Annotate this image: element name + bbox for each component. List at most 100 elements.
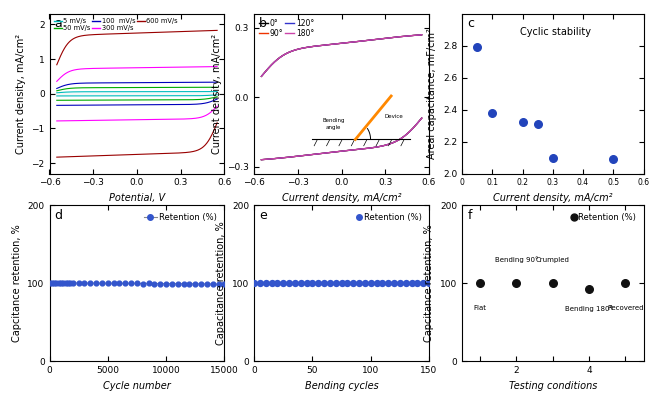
Text: Bending 90°: Bending 90° [495,256,538,263]
Point [383,280,393,286]
Point [548,280,558,286]
Point [511,280,521,286]
Text: Flat: Flat [474,305,486,311]
Point [620,280,630,286]
Point [255,280,265,286]
Point [114,280,125,286]
Point [73,280,84,286]
Point [412,280,422,286]
Text: Recovered: Recovered [607,305,644,311]
Point [178,280,189,287]
Point [196,281,207,287]
Point [202,281,213,287]
X-axis label: Current density, mA/cm²: Current density, mA/cm² [493,193,612,203]
Point [418,280,428,286]
Legend: 0°, 90°, 120°, 180°: 0°, 90°, 120°, 180° [258,18,315,38]
Point [337,280,347,286]
Point [96,280,107,286]
Point [172,280,183,287]
Point [313,280,323,286]
Point [143,280,154,286]
Point [85,280,96,286]
Y-axis label: Current density, mA/cm²: Current density, mA/cm² [16,34,26,154]
Point [155,280,166,287]
Point [487,110,498,116]
Point [44,280,55,286]
Legend: Retention (%): Retention (%) [141,209,220,225]
Point [261,280,271,286]
Y-axis label: Capacitance retention, %: Capacitance retention, % [216,221,226,345]
Point [366,280,376,286]
Point [331,280,341,286]
Legend: Retention (%): Retention (%) [354,209,425,225]
X-axis label: Cycle number: Cycle number [103,381,171,391]
Point [608,156,618,162]
Point [131,280,143,286]
X-axis label: Testing conditions: Testing conditions [509,381,597,391]
Legend: 5 mV/s, 50 mV/s, 100  mV/s, 300 mV/s, 600 mV/s: 5 mV/s, 50 mV/s, 100 mV/s, 300 mV/s, 600… [53,17,179,32]
Point [184,280,195,287]
Point [533,121,543,127]
Point [406,280,417,286]
Text: Cyclic stability: Cyclic stability [520,27,591,37]
Text: a: a [55,17,63,30]
X-axis label: Potential, V: Potential, V [109,193,165,203]
Point [61,280,71,286]
Point [51,280,62,286]
Point [91,280,102,286]
Point [102,280,113,286]
Point [301,280,312,286]
Point [207,281,218,287]
Text: d: d [55,209,63,221]
Point [272,280,282,286]
Point [517,119,528,126]
Point [319,280,329,286]
Point [108,280,119,286]
Text: e: e [259,209,267,221]
Point [79,280,90,286]
Text: Crumpled: Crumpled [536,257,570,263]
Point [266,280,277,286]
Point [348,280,358,286]
Point [67,280,78,286]
Point [290,280,300,286]
Text: b: b [259,17,267,30]
Point [49,280,59,286]
Point [161,280,172,287]
Point [424,280,434,286]
X-axis label: Bending cycles: Bending cycles [305,381,378,391]
Point [342,280,352,286]
Point [56,280,67,286]
Point [389,280,399,286]
Point [126,280,137,286]
Point [472,44,482,51]
Point [219,281,230,288]
Point [548,154,558,161]
Point [360,280,370,286]
Point [395,280,405,286]
Point [137,280,148,287]
Point [583,286,594,292]
Point [307,280,317,286]
Point [149,280,160,287]
Point [63,280,73,286]
Y-axis label: Areal capacitance, mF/cm²: Areal capacitance, mF/cm² [427,28,438,159]
Y-axis label: Capcitance retention, %: Capcitance retention, % [424,224,434,342]
Point [53,280,64,286]
X-axis label: Current density, mA/cm²: Current density, mA/cm² [282,193,401,203]
Point [58,280,69,286]
Y-axis label: Capcitance retention, %: Capcitance retention, % [12,224,22,342]
Legend: Retention (%): Retention (%) [568,209,640,225]
Point [65,280,76,286]
Point [120,280,131,286]
Text: Bending 180°: Bending 180° [565,305,613,312]
Point [475,280,485,286]
Point [354,280,364,286]
Point [249,280,259,286]
Point [213,281,224,287]
Y-axis label: Current density, mA/cm²: Current density, mA/cm² [212,34,222,154]
Text: f: f [467,209,472,221]
Point [371,280,381,286]
Point [190,280,201,287]
Point [278,280,288,286]
